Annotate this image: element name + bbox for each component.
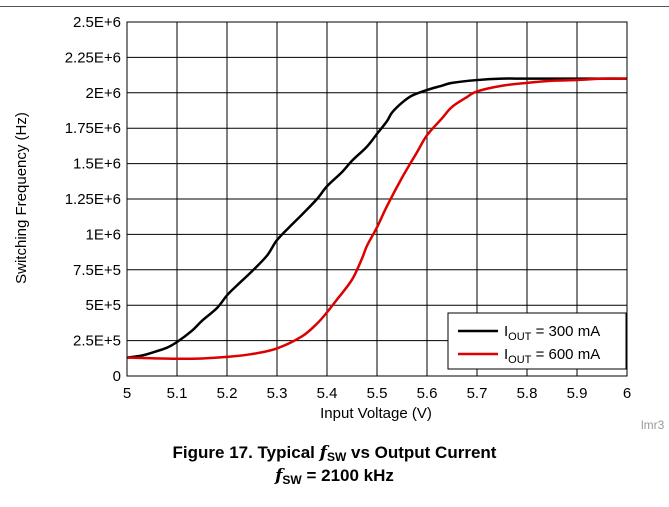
x-tick-label: 6 — [623, 385, 631, 402]
y-tick-label: 2E+6 — [86, 85, 121, 102]
figure-caption-line-2: fSW = 2100 kHz — [275, 466, 394, 487]
legend: IOUT = 300 mA IOUT = 600 mA — [447, 312, 627, 370]
y-axis-ticks: 0 2.5E+5 5E+5 7.5E+5 1E+6 1.25E+6 1.5E+6 1.75E+… — [65, 14, 121, 385]
legend-box — [447, 312, 627, 370]
x-tick-label: 5.4 — [317, 385, 338, 402]
x-tick-label: 5.8 — [517, 385, 538, 402]
y-axis-label: Switching Frequency (Hz) — [13, 112, 30, 284]
line-chart: 5 5.1 5.2 5.3 5.4 5.5 5.6 5.7 5.8 5.9 6 0 2.5E+5 5E+… — [13, 14, 631, 422]
x-axis-label: Input Voltage (V) — [320, 405, 432, 422]
y-tick-label: 2.5E+5 — [73, 333, 121, 350]
y-tick-label: 1.5E+6 — [73, 156, 121, 173]
y-tick-label: 1.75E+6 — [65, 120, 121, 137]
x-tick-label: 5.7 — [467, 385, 488, 402]
legend-label-series-2: IOUT = 600 mA — [504, 346, 600, 366]
x-tick-label: 5.1 — [167, 385, 188, 402]
y-tick-label: 2.5E+6 — [73, 14, 121, 31]
x-axis-ticks: 5 5.1 5.2 5.3 5.4 5.5 5.6 5.7 5.8 5.9 6 — [123, 385, 631, 402]
y-tick-label: 1.25E+6 — [65, 191, 121, 208]
y-tick-label: 1E+6 — [86, 226, 121, 243]
y-tick-label: 5E+5 — [86, 297, 121, 314]
y-tick-label: 7.5E+5 — [73, 262, 121, 279]
x-tick-label: 5.5 — [367, 385, 388, 402]
series-line-1 — [126, 77, 627, 359]
figure-id: lmr3 — [641, 418, 665, 432]
x-tick-label: 5.3 — [267, 385, 288, 402]
x-tick-label: 5.2 — [217, 385, 238, 402]
legend-label-series-1: IOUT = 300 mA — [504, 323, 600, 343]
series-lines — [126, 77, 628, 360]
plot-area-frame — [126, 21, 628, 377]
top-rule — [0, 6, 669, 7]
x-tick-label: 5.9 — [567, 385, 588, 402]
x-tick-label: 5 — [123, 385, 131, 402]
x-tick-label: 5.6 — [417, 385, 438, 402]
y-tick-label: 0 — [113, 368, 121, 385]
series-line-2 — [126, 77, 628, 360]
y-tick-label: 2.25E+6 — [65, 49, 121, 66]
figure-caption-line-1: Figure 17. Typical fSW vs Output Current — [172, 443, 497, 464]
